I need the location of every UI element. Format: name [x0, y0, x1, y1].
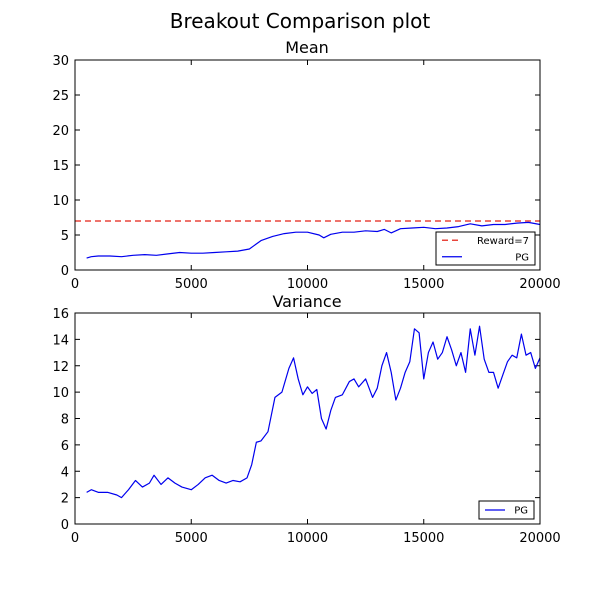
mean-legend-box: [435, 231, 536, 266]
variance-ytick-label: 16: [52, 307, 69, 322]
mean-xtick-label: 20000: [519, 277, 560, 292]
variance-series-group: [86, 325, 541, 499]
figure-title: Breakout Comparison plot: [170, 9, 431, 33]
mean-xtick-label: 5000: [175, 277, 208, 292]
mean-series-pg-line: [86, 221, 541, 259]
mean-ytick-label: 20: [52, 124, 69, 139]
variance-ytick-label: 4: [61, 465, 69, 480]
variance-legend-label: PG: [514, 506, 528, 517]
variance-ytick-label: 0: [61, 518, 69, 533]
variance-ytick-label: 12: [52, 360, 69, 375]
mean-legend-label: PG: [515, 252, 529, 263]
mean-legend-label: Reward=7: [477, 236, 529, 247]
mean-ytick-label: 5: [61, 229, 69, 244]
variance-xtick-label: 20000: [519, 531, 560, 546]
mean-xtick-label: 0: [71, 277, 79, 292]
variance-xtick-label: 10000: [287, 531, 328, 546]
variance-xtick-label: 0: [71, 531, 79, 546]
mean-ytick-label: 15: [52, 159, 69, 174]
mean-xtick-label: 15000: [403, 277, 444, 292]
variance-ytick-label: 2: [61, 492, 69, 507]
mean-ytick-label: 25: [52, 89, 69, 104]
variance-subplot-title: Variance: [272, 292, 341, 311]
variance-ytick-label: 6: [61, 439, 69, 454]
variance-ytick-label: 14: [52, 333, 69, 348]
variance-legend: PG: [478, 500, 535, 520]
mean-legend: Reward=7 PG: [435, 231, 536, 266]
mean-subplot-title: Mean: [285, 38, 329, 57]
variance-ticks: 0 5000 10000 15000 20000 0 2 4 6 8 10 12 14 16: [52, 307, 560, 546]
variance-xtick-label: 15000: [403, 531, 444, 546]
mean-ytick-label: 10: [52, 194, 69, 209]
variance-series-pg-line: [86, 325, 541, 499]
variance-subplot: Variance 0 5000 10000 15000 20000 0 2 4 6 8 10 12 14…: [52, 292, 560, 546]
variance-ytick-label: 10: [52, 386, 69, 401]
mean-axes-frame: [74, 59, 541, 271]
mean-ytick-label: 0: [61, 264, 69, 279]
mean-series-group: [75, 220, 541, 259]
mean-ytick-label: 30: [52, 54, 69, 69]
mean-xtick-label: 10000: [287, 277, 328, 292]
variance-legend-box: [478, 500, 535, 520]
variance-ytick-label: 8: [61, 413, 69, 428]
variance-axes-frame: [74, 312, 541, 525]
mean-subplot: Mean 0 5000 10000 15000 20000 0 5 10 15 20 25 30 Re…: [52, 38, 560, 292]
variance-xtick-label: 5000: [175, 531, 208, 546]
